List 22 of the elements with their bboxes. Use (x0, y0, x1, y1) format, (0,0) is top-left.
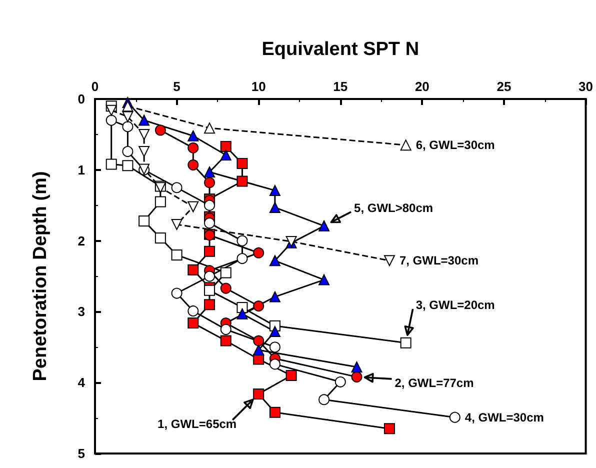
y-tick-label: 3 (78, 304, 85, 320)
x-tick-label: 5 (173, 79, 180, 94)
y-tick-label: 2 (78, 233, 85, 248)
x-tick-label: 15 (333, 79, 348, 94)
x-tick-label: 10 (251, 79, 266, 94)
x-axis-title: Equivalent SPT N (262, 39, 420, 60)
x-tick-label: 25 (496, 79, 512, 94)
y-tick-label: 4 (78, 375, 86, 390)
y-tick-label: 0 (78, 92, 85, 106)
x-tick-label: 20 (414, 79, 430, 94)
x-tick-label: 30 (578, 79, 594, 94)
annotation: 5, GWL>80cm (354, 200, 434, 215)
y-tick-label: 1 (78, 162, 85, 178)
annotation: 3, GWL=20cm (416, 298, 495, 312)
annotation: 1, GWL=65cm (158, 416, 237, 431)
annotation: 4, GWL=30cm (464, 410, 544, 424)
annotation: 7, GWL=30cm (399, 254, 478, 268)
annotation: 6, GWL=30cm (416, 138, 495, 152)
y-axis-title: Penetoration Depth (m) (30, 171, 51, 382)
y-tick-label: 5 (78, 446, 85, 461)
x-tick-label: 0 (91, 79, 99, 94)
annotation: 2, GWL=77cm (394, 376, 474, 390)
